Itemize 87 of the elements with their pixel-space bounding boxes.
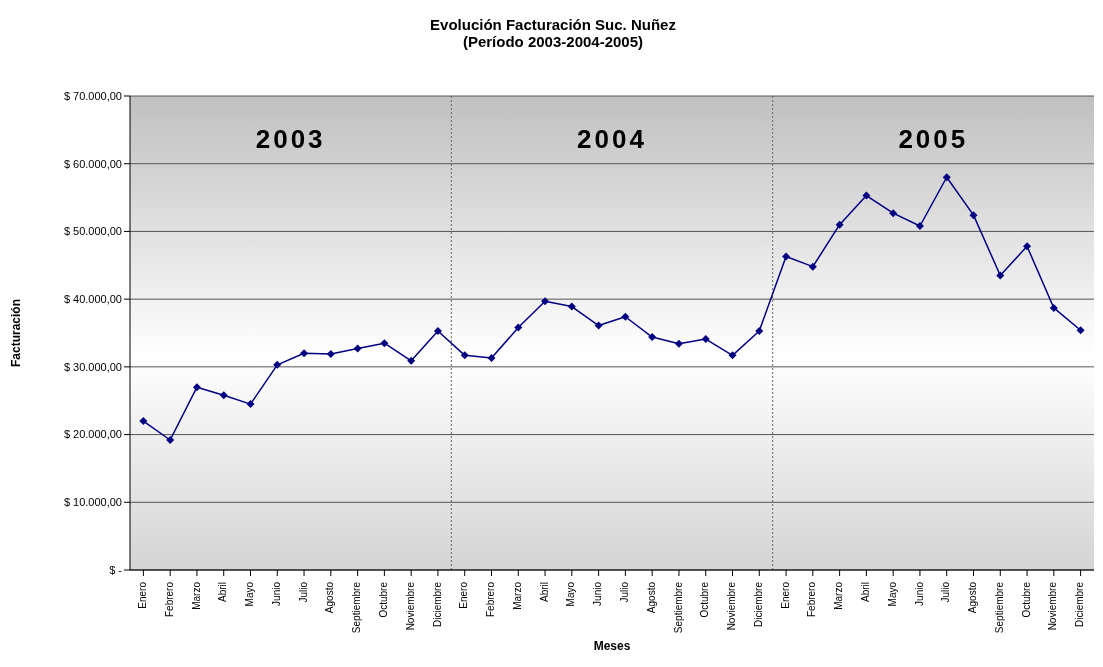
- point: [246, 400, 255, 409]
- y-tick-label: $ -: [109, 563, 123, 576]
- x-tick-label: Junio: [270, 581, 282, 606]
- x-tick-label: Septiembre: [672, 581, 684, 634]
- point: [728, 351, 737, 360]
- point: [835, 220, 844, 229]
- point: [192, 383, 201, 392]
- x-tick-label: Enero: [137, 581, 149, 609]
- point: [166, 435, 175, 444]
- x-tick-label: Julio: [619, 581, 631, 603]
- x-tick-label: Diciembre: [1074, 581, 1086, 628]
- x-tick-label: Marzo: [511, 581, 523, 610]
- point: [460, 351, 469, 360]
- x-tick-label: Enero: [779, 581, 791, 609]
- point: [782, 252, 791, 261]
- x-tick-label: Noviembre: [404, 581, 416, 631]
- y-tick-label: $ 50.000,00: [63, 225, 122, 238]
- point: [701, 335, 710, 344]
- annotation: 2003: [254, 124, 327, 155]
- chart-title: Evolución Facturación Suc. Nuñez: [429, 16, 677, 33]
- point: [755, 326, 764, 335]
- point: [594, 321, 603, 330]
- point: [969, 211, 978, 220]
- point: [407, 356, 416, 365]
- point: [862, 191, 871, 200]
- point: [300, 349, 309, 358]
- x-tick-label: Mayo: [565, 581, 577, 607]
- x-tick-label: Septiembre: [351, 581, 363, 634]
- point: [219, 391, 228, 400]
- point: [1023, 242, 1032, 251]
- y-tick-label: $ 10.000,00: [63, 496, 122, 509]
- x-tick-label: Marzo: [190, 581, 202, 610]
- point: [915, 222, 924, 231]
- x-tick-label: Septiembre: [993, 581, 1005, 634]
- x-tick-label: Febrero: [163, 581, 175, 618]
- y-tick-label: $ 20.000,00: [63, 428, 122, 441]
- x-tick-label: Febrero: [485, 581, 497, 618]
- annotation: 2005: [897, 124, 970, 155]
- point: [942, 173, 951, 182]
- y-tick-label: $ 60.000,00: [63, 157, 122, 170]
- x-tick-label: Junio: [913, 581, 925, 606]
- point: [567, 302, 576, 311]
- point: [139, 417, 148, 426]
- x-tick-label: Octubre: [1020, 581, 1032, 618]
- point: [326, 349, 335, 358]
- x-tick-label: Diciembre: [752, 581, 764, 628]
- point: [621, 312, 630, 321]
- y-axis-title: Facturación: [9, 298, 24, 368]
- x-tick-label: Noviembre: [726, 581, 738, 631]
- x-tick-label: Agosto: [645, 581, 657, 614]
- y-tick-label: $ 40.000,00: [63, 293, 122, 306]
- x-tick-label: Abril: [217, 582, 229, 603]
- point: [353, 344, 362, 353]
- x-tick-label: Diciembre: [431, 581, 443, 628]
- point: [487, 354, 496, 363]
- point: [648, 333, 657, 342]
- y-tick-label: $ 30.000,00: [63, 360, 122, 373]
- point: [1076, 326, 1085, 335]
- point: [433, 326, 442, 335]
- point: [674, 339, 683, 348]
- x-tick-label: Mayo: [244, 581, 256, 607]
- point: [514, 323, 523, 332]
- x-tick-label: Octubre: [378, 581, 390, 618]
- chart-subtitle: (Período 2003-2004-2005): [461, 33, 645, 50]
- annotation: 2004: [576, 124, 648, 155]
- point: [380, 339, 389, 348]
- x-tick-label: Octubre: [699, 581, 711, 618]
- point: [541, 297, 550, 306]
- x-tick-label: Abril: [860, 582, 872, 603]
- point: [273, 360, 282, 369]
- x-tick-label: Enero: [458, 581, 470, 609]
- point: [889, 209, 898, 218]
- x-tick-label: Febrero: [806, 581, 818, 618]
- x-tick-label: Julio: [940, 581, 952, 603]
- point: [996, 271, 1005, 280]
- x-tick-label: Julio: [297, 581, 309, 603]
- point: [808, 262, 817, 271]
- x-tick-label: Abril: [538, 582, 550, 603]
- x-tick-label: Marzo: [833, 581, 845, 610]
- x-tick-label: Noviembre: [1047, 581, 1059, 631]
- x-axis-title: Meses: [593, 639, 631, 653]
- point: [1049, 303, 1058, 312]
- x-tick-label: Junio: [592, 581, 604, 606]
- y-tick-label: $ 70.000,00: [63, 89, 122, 102]
- x-tick-label: Agosto: [324, 581, 336, 614]
- x-tick-label: Mayo: [886, 581, 898, 607]
- x-tick-label: Agosto: [967, 581, 979, 614]
